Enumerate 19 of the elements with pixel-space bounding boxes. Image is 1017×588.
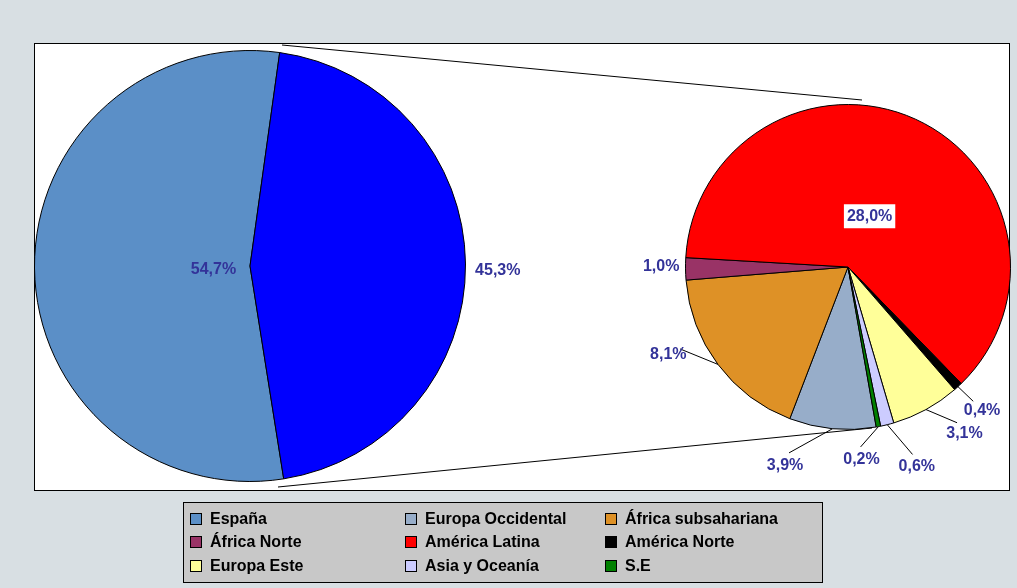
data-label: 54,7% [190, 259, 237, 277]
legend-label: Asia y Oceanía [425, 557, 539, 576]
legend-label: España [210, 509, 267, 528]
data-label: 45,3% [475, 260, 521, 278]
data-label: 1,0% [642, 257, 680, 275]
legend-label: S.E [625, 557, 651, 576]
data-label: 28,0% [846, 206, 893, 224]
data-label: 3,1% [946, 423, 983, 441]
legend-label: América Norte [625, 533, 735, 552]
legend-label: África Norte [210, 533, 302, 552]
legend-label: África subsahariana [625, 509, 778, 528]
legend-label: Europa Occidental [425, 509, 567, 528]
data-label: 8,1% [650, 345, 687, 363]
legend-label: Europa Este [210, 557, 304, 576]
data-label: 0,6% [898, 457, 936, 475]
data-label: 3,9% [766, 455, 804, 473]
data-label: 0,2% [843, 450, 880, 468]
data-label: 0,4% [963, 401, 1001, 419]
legend-label: América Latina [425, 533, 540, 552]
